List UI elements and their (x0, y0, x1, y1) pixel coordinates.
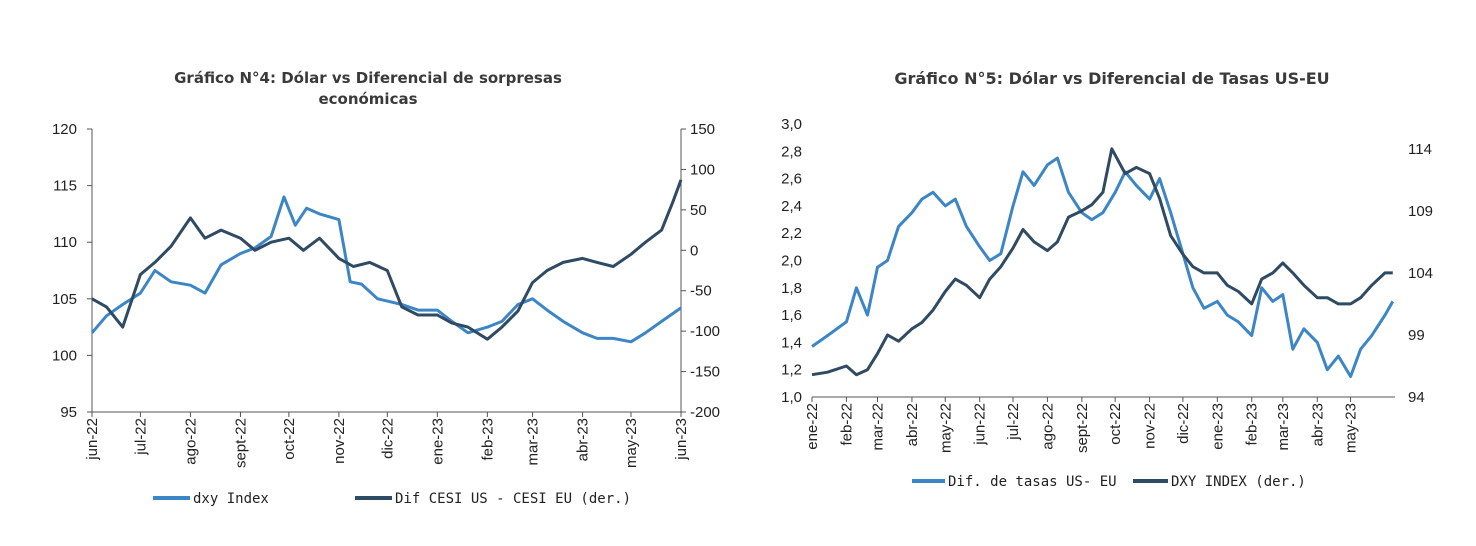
y-tick-label: 1,6 (781, 307, 802, 324)
y-tick-label: 3,0 (781, 116, 802, 133)
x-tick-label: abr-23 (1309, 403, 1326, 446)
x-tick-label: mar-23 (525, 418, 542, 466)
legend-label-dxy-index: DXY INDEX (der.) (1171, 474, 1306, 490)
chart-5-series-line-1 (811, 147, 1393, 377)
legend-label-dxy: dxy Index (193, 491, 269, 507)
chart-4-lines (90, 179, 683, 344)
legend-label-dif-tasas: Dif. de tasas US- EU (948, 474, 1117, 490)
chart-4-series-line-1 (91, 179, 683, 341)
chart-4-title-line-1: Gráfico N°4: Dólar vs Diferencial de sor… (174, 69, 562, 87)
chart-5-axes: 3,0 2,8 2,6 2,4 2,2 2,0 1,8 1,6 1,4 1,2 1,0 114 109 1… (781, 116, 1433, 453)
x-tick-label: nov-22 (1142, 403, 1159, 449)
y2-tick-label: -200 (690, 404, 720, 421)
y2-tick-label: 150 (690, 121, 715, 138)
x-tick-label: may-22 (937, 403, 954, 453)
chart-5-title: Gráfico N°5: Dólar vs Diferencial de Tas… (894, 69, 1329, 88)
x-tick-label: ago-22 (1039, 403, 1056, 450)
y-tick-label: 1,0 (781, 389, 802, 406)
x-tick-label: jul-22 (132, 418, 149, 456)
y-tick-label: 105 (52, 291, 77, 308)
chart-4-series-line-0 (90, 195, 682, 344)
y2-tick-label: 100 (690, 161, 715, 178)
y-tick-label: 2,0 (781, 253, 802, 270)
x-tick-label: dic-22 (1175, 403, 1192, 444)
chart-4-legend: dxy Index Dif CESI US - CESI EU (der.) (153, 491, 631, 507)
y-tick-label: 120 (52, 121, 77, 138)
y-tick-label: 1,4 (781, 334, 802, 351)
y-tick-label: 2,4 (781, 198, 802, 215)
x-tick-label: feb-22 (838, 403, 855, 446)
x-tick-label: ene-23 (429, 418, 446, 465)
x-tick-label: oct-22 (281, 418, 298, 460)
y-tick-label: 1,8 (781, 280, 802, 297)
x-tick-label: oct-22 (1107, 403, 1124, 445)
x-tick-label: ene-22 (804, 403, 821, 450)
x-tick-label: mar-22 (870, 403, 887, 451)
x-tick-label: feb-23 (479, 418, 496, 461)
x-tick-label: may-23 (623, 418, 640, 468)
y-tick-label: 1,2 (781, 362, 802, 379)
x-tick-label: jun-22 (84, 418, 101, 461)
y-tick-label: 100 (52, 347, 77, 364)
y2-tick-label: 94 (1408, 389, 1425, 406)
y-tick-label: 115 (53, 178, 77, 195)
y2-tick-label: 104 (1408, 265, 1433, 282)
x-tick-label: abr-23 (575, 418, 592, 461)
chart-5-legend: Dif. de tasas US- EU DXY INDEX (der.) (912, 474, 1306, 490)
y2-tick-label: -150 (690, 364, 720, 381)
x-tick-label: may-23 (1343, 403, 1360, 453)
chart-5-series-line-0 (811, 156, 1395, 378)
x-tick-label: jun-22 (972, 403, 989, 446)
y-tick-label: 2,8 (781, 143, 802, 160)
x-tick-label: ago-22 (182, 418, 199, 465)
y2-tick-label: -100 (690, 323, 720, 340)
y-tick-label: 2,2 (781, 225, 802, 242)
y2-tick-label: 99 (1408, 327, 1425, 344)
chart-4-axes: 120 115 110 105 100 95 150 100 50 0 -50 -100 -150 -20… (52, 121, 720, 468)
y-tick-label: 95 (60, 404, 77, 421)
y2-tick-label: 109 (1408, 203, 1433, 220)
x-tick-label: mar-23 (1275, 403, 1292, 451)
x-tick-label: nov-22 (331, 418, 348, 464)
y2-tick-label: 50 (690, 202, 707, 219)
legend-label-cesi: Dif CESI US - CESI EU (der.) (395, 491, 631, 507)
x-tick-label: dic-22 (379, 418, 396, 459)
x-tick-label: abr-22 (904, 403, 921, 446)
x-tick-label: jun-23 (673, 418, 690, 461)
chart-5: Gráfico N°5: Dólar vs Diferencial de Tas… (781, 69, 1433, 490)
x-tick-label: feb-23 (1244, 403, 1261, 446)
y-tick-label: 110 (53, 234, 77, 251)
x-tick-label: jul-22 (1005, 403, 1022, 441)
y2-tick-label: 0 (690, 242, 698, 259)
chart-5-lines (811, 147, 1395, 378)
y2-tick-label: 114 (1408, 141, 1432, 158)
y-tick-label: 2,6 (781, 171, 802, 188)
x-tick-label: ene-23 (1209, 403, 1226, 450)
x-tick-label: sept-22 (1074, 403, 1091, 453)
y2-tick-label: -50 (690, 283, 712, 300)
chart-4-title-line-2: económicas (318, 90, 417, 108)
x-tick-label: sept-22 (232, 418, 249, 468)
chart-4: Gráfico N°4: Dólar vs Diferencial de sor… (52, 69, 720, 507)
